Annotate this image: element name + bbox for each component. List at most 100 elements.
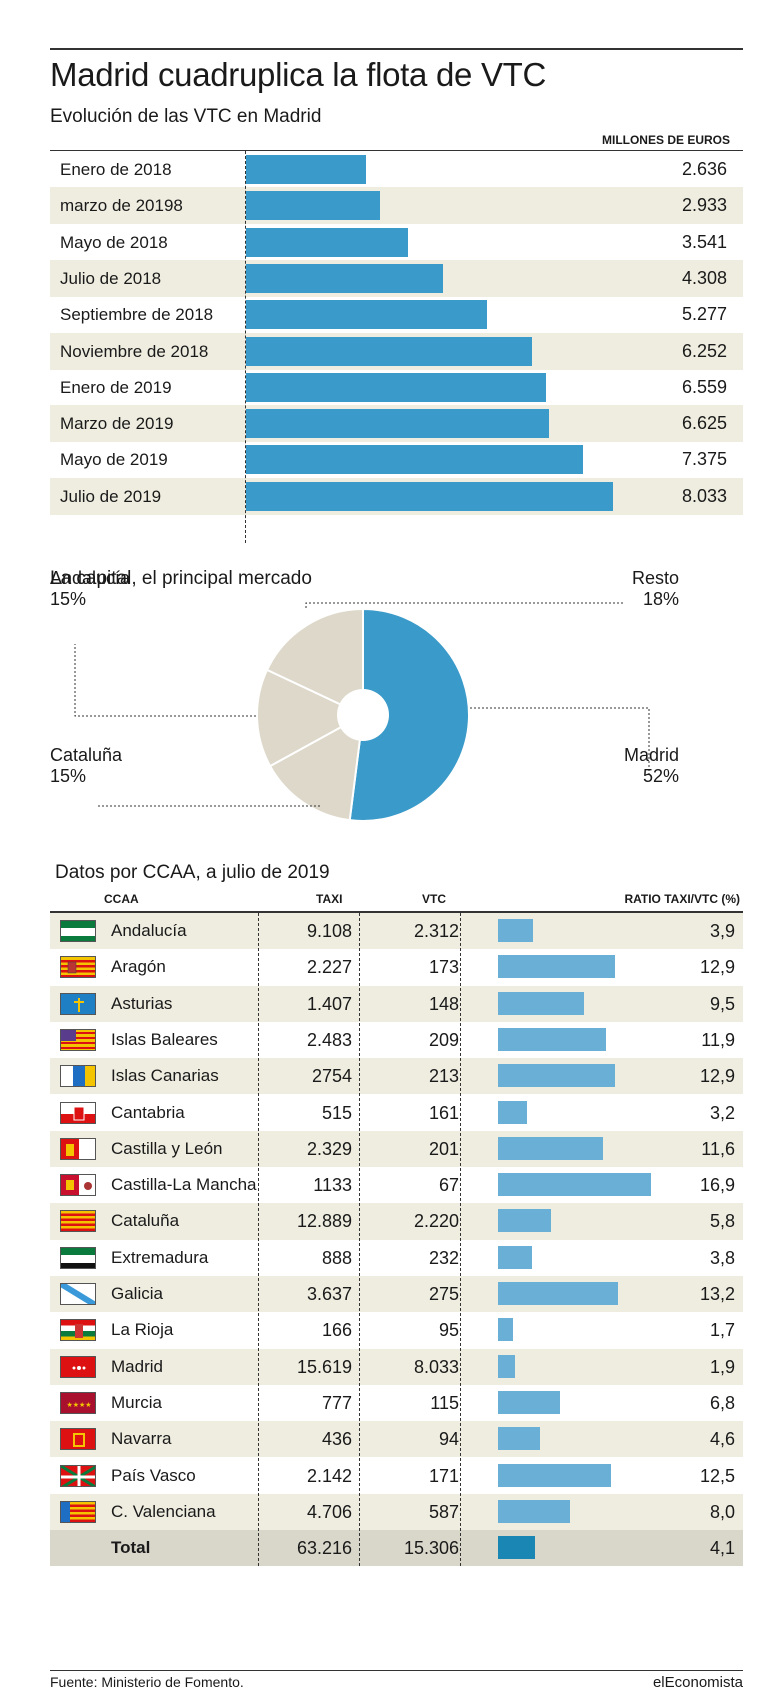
bar-value-label: 3.541 (681, 231, 727, 252)
bar-value-label: 5.277 (681, 304, 727, 325)
unit-label: MILLONES DE EUROS (601, 133, 730, 147)
vtc-count: 171 (428, 1465, 459, 1486)
pie-svg (74, 602, 650, 822)
pie-slice (256, 668, 366, 768)
vtc-count: 232 (428, 1247, 459, 1268)
asturias-flag (60, 992, 96, 1015)
taxi-count: 888 (321, 1247, 352, 1268)
table-row: Islas Canarias 2754 213 12,9 (50, 1058, 743, 1095)
vtc-count: 8.033 (413, 1356, 459, 1377)
table-title: Datos por CCAA, a julio de 2019 (55, 862, 330, 883)
bar-row: Enero de 2019 6.559 (50, 369, 743, 406)
bar-row: Julio de 2019 8.033 (50, 477, 743, 515)
bar-value-label: 2.636 (681, 159, 727, 179)
galicia-flag (60, 1283, 96, 1305)
vtc-count: 173 (428, 957, 459, 978)
header-ccaa: CCAA (104, 892, 139, 906)
vtc-count: 2.220 (413, 1211, 459, 1232)
castilla-leon-flag (60, 1137, 96, 1160)
ratio-bar (498, 1245, 533, 1269)
ratio-bar (498, 1173, 651, 1197)
taxi-count: 2.227 (306, 957, 352, 978)
bar (246, 227, 408, 257)
bar-category-label: Mayo de 2019 (60, 450, 168, 470)
bar-value-label: 4.308 (681, 267, 727, 288)
ccaa-name: Navarra (111, 1429, 172, 1449)
castilla-la-mancha-flag (60, 1174, 96, 1197)
vtc-count: 213 (428, 1066, 459, 1087)
table-row: Madrid 15.619 8.033 1,9 (50, 1348, 743, 1385)
bar (246, 336, 532, 366)
table-row: La Rioja 166 95 1,7 (50, 1312, 743, 1348)
bar (246, 155, 367, 184)
bar-value-label: 6.559 (681, 376, 727, 397)
valencia-flag (60, 1500, 96, 1523)
pie-label-value: 15% (50, 589, 87, 609)
ratio-bar (498, 1318, 514, 1342)
cantabria-flag (60, 1101, 96, 1124)
chart-subtitle: Evolución de las VTC en Madrid (50, 106, 322, 127)
pie-label: Andalucía 15% (50, 568, 130, 610)
ratio-bar (498, 1390, 560, 1414)
pie-leader-line (74, 644, 256, 717)
taxi-count: 1.407 (306, 993, 352, 1014)
ratio-value: 3,2 (709, 1102, 735, 1123)
table-row: País Vasco 2.142 171 12,5 (50, 1458, 743, 1494)
total-label: Total (111, 1538, 151, 1558)
pie-leader-line (470, 707, 650, 775)
ratio-bar (498, 1354, 516, 1378)
table-row: Castilla y León 2.329 201 11,6 (50, 1130, 743, 1168)
ratio-bar (498, 1282, 618, 1305)
pie-label-name: Cataluña (50, 745, 123, 765)
pie-label: Resto 18% (632, 568, 679, 610)
bar-category-label: Enero de 2018 (60, 160, 172, 179)
taxi-count: 2.329 (306, 1138, 352, 1159)
ccaa-name: Islas Canarias (111, 1066, 219, 1086)
ratio-value: 11,9 (701, 1029, 735, 1050)
bar (246, 445, 583, 475)
table-row: Galicia 3.637 275 13,2 (50, 1276, 743, 1313)
ratio-value: 8,0 (709, 1501, 735, 1522)
pie-label-value: 52% (642, 766, 679, 786)
pie-label-name: Madrid (623, 745, 679, 765)
donut-hole (337, 689, 389, 741)
vtc-count: 67 (438, 1175, 459, 1196)
table-row: Andalucía 9.108 2.312 3,9 (50, 913, 743, 950)
taxi-count: 9.108 (306, 921, 352, 941)
table-row: C. Valenciana 4.706 587 8,0 (50, 1493, 743, 1531)
ratio-value: 11,6 (701, 1138, 735, 1159)
ccaa-name: C. Valenciana (111, 1501, 216, 1521)
taxi-count: 2754 (311, 1066, 352, 1087)
bar-row: Mayo de 2018 3.541 (50, 224, 743, 261)
navarra-flag (60, 1428, 96, 1451)
ratio-bar (498, 1499, 571, 1523)
taxi-count: 777 (321, 1392, 352, 1413)
bar (246, 372, 546, 402)
bar-value-label: 7.375 (681, 449, 727, 470)
ratio-value: 12,5 (699, 1465, 735, 1486)
brand-logo: elEconomista (652, 1674, 743, 1691)
bottom-rule (50, 1670, 743, 1671)
ccaa-name: Murcia (111, 1392, 163, 1412)
header-ratio: RATIO TAXI/VTC (%) (624, 892, 740, 906)
vtc-count: 161 (428, 1102, 459, 1123)
ratio-bar (498, 1209, 551, 1233)
bar (246, 481, 613, 511)
total-vtc: 15.306 (403, 1538, 459, 1559)
page-title: Madrid cuadruplica la flota de VTC (50, 56, 547, 93)
pie-label-name: Resto (631, 568, 679, 588)
source-note: Fuente: Ministerio de Fomento. (50, 1674, 244, 1690)
vtc-count: 201 (428, 1138, 459, 1159)
ratio-value: 9,5 (709, 993, 735, 1014)
vtc-count: 587 (428, 1501, 459, 1522)
ccaa-name: Galicia (111, 1284, 163, 1303)
ratio-bar (498, 1064, 615, 1088)
bar-row: Noviembre de 2018 6.252 (50, 332, 743, 370)
bar-row: Septiembre de 2018 5.277 (50, 296, 743, 333)
ccaa-name: Islas Baleares (111, 1029, 218, 1049)
vtc-count: 94 (438, 1429, 459, 1450)
table-row: ★★★★ Murcia 777 115 6,8 (50, 1385, 743, 1421)
ccaa-name: Aragón (111, 957, 166, 977)
ratio-value: 6,8 (709, 1392, 735, 1413)
bar-category-label: Mayo de 2018 (60, 232, 168, 252)
